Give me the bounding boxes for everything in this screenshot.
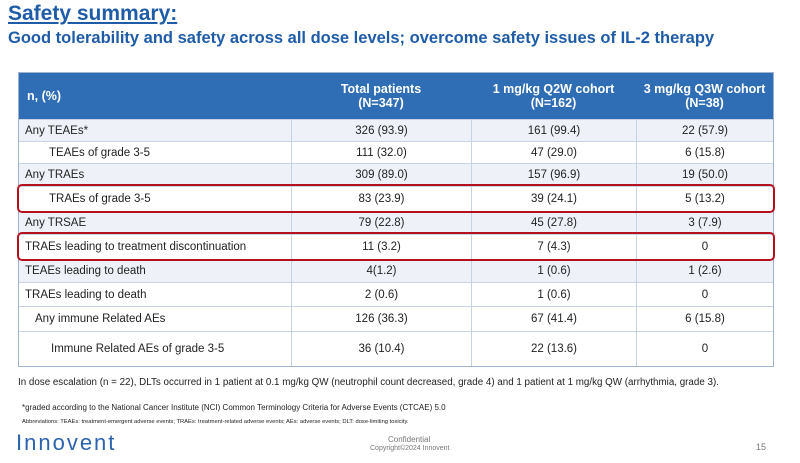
table-cell: 7 (4.3) [471, 235, 636, 259]
header-row: n, (%) Total patients (N=347) 1 mg/kg Q2W c… [19, 73, 773, 119]
table-cell: 309 (89.0) [291, 164, 471, 186]
table-cell: 126 (36.3) [291, 307, 471, 331]
table-cell: 0 [636, 235, 773, 259]
row-label: Any immune Related AEs [35, 313, 166, 325]
header-cell: 3 mg/kg Q3W cohort (N=38) [636, 73, 773, 119]
confidential: Confidential [388, 435, 431, 444]
row-label: TRAEs leading to death [25, 288, 147, 301]
row-label: TRAEs leading to treatment discontinuati… [25, 241, 247, 253]
table-cell: 6 (15.8) [636, 142, 773, 163]
table-cell: 47 (29.0) [471, 142, 636, 163]
table-cell: 5 (13.2) [636, 187, 773, 211]
table-cell: 39 (24.1) [471, 187, 636, 211]
table-cell: 22 (13.6) [471, 332, 636, 366]
footnote: *graded according to the National Cancer… [22, 403, 446, 412]
table-cell: 3 (7.9) [636, 212, 773, 234]
row-label: Any TEAEs* [25, 124, 89, 137]
table-cell: 79 (22.8) [291, 212, 471, 234]
table-cell: 161 (99.4) [471, 120, 636, 141]
table-cell: 67 (41.4) [471, 307, 636, 331]
abbreviations: Abbreviations: TEAEs: treatment-emergent… [22, 419, 409, 425]
header-cell: Total patients (N=347) [291, 73, 471, 119]
header-text: 3 mg/kg Q3W cohort (N=38) [644, 82, 766, 110]
row-label: TEAEs leading to death [25, 265, 146, 277]
table-cell: 83 (23.9) [291, 187, 471, 211]
table-cell: 1 (2.6) [636, 260, 773, 282]
table-cell: 111 (32.0) [291, 142, 471, 163]
header-line: 1 mg/kg Q2W cohort [492, 82, 615, 96]
header-line: 3 mg/kg Q3W cohort [643, 82, 766, 96]
table-cell: 0 [636, 283, 773, 306]
table-row: Any immune Related AEs 126 (36.3) 67 (41.4… [19, 306, 773, 331]
table-cell: 2 (0.6) [291, 283, 471, 306]
table-row: Any TRAEs 309 (89.0) 157 (96.9) 19 (50.0) [19, 163, 773, 186]
table-row: Immune Related AEs of grade 3-5 36 (10.4)… [19, 331, 773, 366]
header-line: (N=162) [530, 96, 577, 110]
table-cell: 0 [636, 332, 773, 366]
table-row: TRAEs leading to treatment discontinuati… [19, 234, 773, 259]
table-row: Any TEAEs* 326 (93.9) 161 (99.4) 22 (57.9) [19, 119, 773, 141]
row-label: TEAEs of grade 3-5 [49, 146, 150, 159]
header-text: 1 mg/kg Q2W cohort (N=162) [493, 82, 615, 110]
escalation-note: In dose escalation (n = 22), DLTs occurr… [18, 377, 719, 388]
table-row: Any TRSAE 79 (22.8) 45 (27.8) 3 (7.9) [19, 211, 773, 234]
header-cell: n, (%) [19, 73, 291, 119]
table-cell: 11 (3.2) [291, 235, 471, 259]
row-label: Immune Related AEs of grade 3-5 [51, 343, 225, 355]
subtitle: Good tolerability and safety across all … [8, 29, 715, 47]
page-number: 15 [756, 442, 767, 452]
logo: Innovent [16, 430, 117, 455]
table-cell: 36 (10.4) [291, 332, 471, 366]
copyright: Copyright©2024 Innovent [370, 445, 450, 452]
header-line: Total patients [340, 82, 422, 96]
table-cell: 6 (15.8) [636, 307, 773, 331]
table-row: TRAEs leading to death 2 (0.6) 1 (0.6) 0 [19, 282, 773, 306]
row-label: TRAEs of grade 3-5 [49, 193, 151, 205]
table-cell: 1 (0.6) [471, 283, 636, 306]
table-row: TRAEs of grade 3-5 83 (23.9) 39 (24.1) 5 (1… [19, 186, 773, 211]
table-cell: 1 (0.6) [471, 260, 636, 282]
table-cell: 19 (50.0) [636, 164, 773, 186]
header-line: (N=347) [358, 96, 404, 110]
row-label: Any TRAEs [25, 169, 85, 181]
table-cell: 4(1.2) [291, 260, 471, 282]
row-label: Any TRSAE [25, 217, 87, 229]
header-line: (N=38) [685, 96, 724, 110]
table-cell: 22 (57.9) [636, 120, 773, 141]
header-text: Total patients (N=347) [341, 82, 421, 110]
table-cell: 326 (93.9) [291, 120, 471, 141]
table-cell: 157 (96.9) [471, 164, 636, 186]
header-cell: 1 mg/kg Q2W cohort (N=162) [471, 73, 636, 119]
safety-table: n, (%) Total patients (N=347) 1 mg/kg Q2W c… [18, 72, 774, 367]
table-row: TEAEs of grade 3-5 111 (32.0) 47 (29.0) 6 (… [19, 141, 773, 163]
table-cell: 45 (27.8) [471, 212, 636, 234]
title: Safety summary: [8, 2, 178, 25]
table-row: TEAEs leading to death 4(1.2) 1 (0.6) 1 (2.… [19, 259, 773, 282]
header-text: n, (%) [27, 89, 62, 103]
